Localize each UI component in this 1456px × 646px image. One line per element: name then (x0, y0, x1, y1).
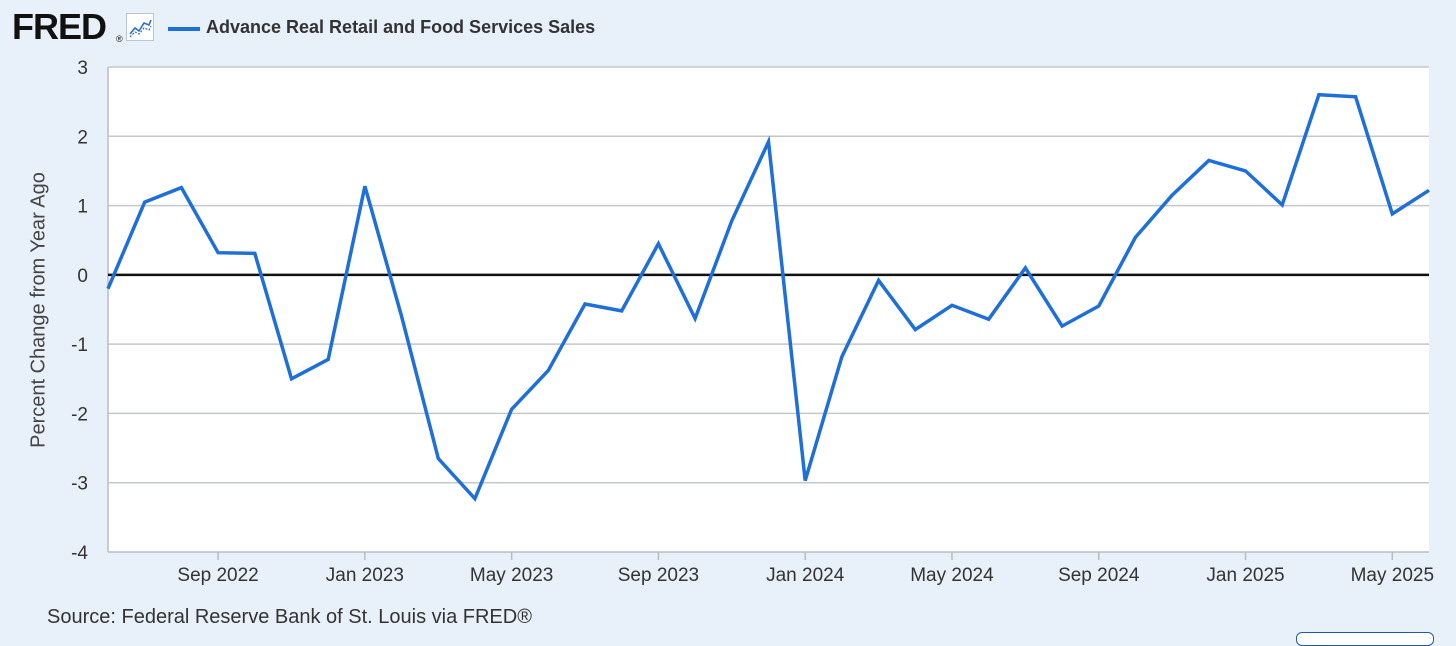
x-tick-label: Sep 2024 (1058, 565, 1140, 586)
fred-chart-icon (126, 13, 154, 41)
y-tick-label: -2 (71, 404, 88, 425)
chart-header: FRED ® Advance Real Retail and Food Serv… (0, 0, 1456, 56)
x-tick-label: May 2024 (910, 565, 994, 586)
x-tick-label: May 2025 (1351, 565, 1434, 586)
y-tick-label: 2 (77, 127, 88, 148)
series-line (106, 92, 1430, 502)
line-chart: 3 2 1 0 -1 -2 -3 -4 Sep 2022 Jan 2023 May 2023 Sep … (71, 58, 1434, 586)
x-tick-label: Sep 2022 (177, 565, 258, 586)
fred-logo[interactable]: FRED (12, 6, 107, 47)
x-tick-label: Jan 2025 (1206, 565, 1284, 586)
x-tick-label: Sep 2023 (618, 565, 699, 586)
y-tick-label: 3 (77, 58, 88, 79)
legend-line-swatch (168, 27, 200, 31)
download-button[interactable] (1296, 632, 1434, 646)
y-tick-label: -1 (71, 335, 88, 356)
x-tick-label: Jan 2023 (326, 565, 404, 586)
x-tick-label: Jan 2024 (766, 565, 845, 586)
y-tick-label: 0 (77, 266, 88, 287)
source-note: Source: Federal Reserve Bank of St. Loui… (47, 606, 532, 628)
fred-logo-registered-mark: ® (116, 34, 123, 44)
x-tick-label: May 2023 (470, 565, 553, 586)
y-tick-label: -3 (71, 474, 88, 495)
y-tick-label: 1 (77, 197, 88, 218)
y-tick-label: -4 (71, 543, 88, 564)
legend-series-label: Advance Real Retail and Food Services Sa… (206, 17, 596, 37)
